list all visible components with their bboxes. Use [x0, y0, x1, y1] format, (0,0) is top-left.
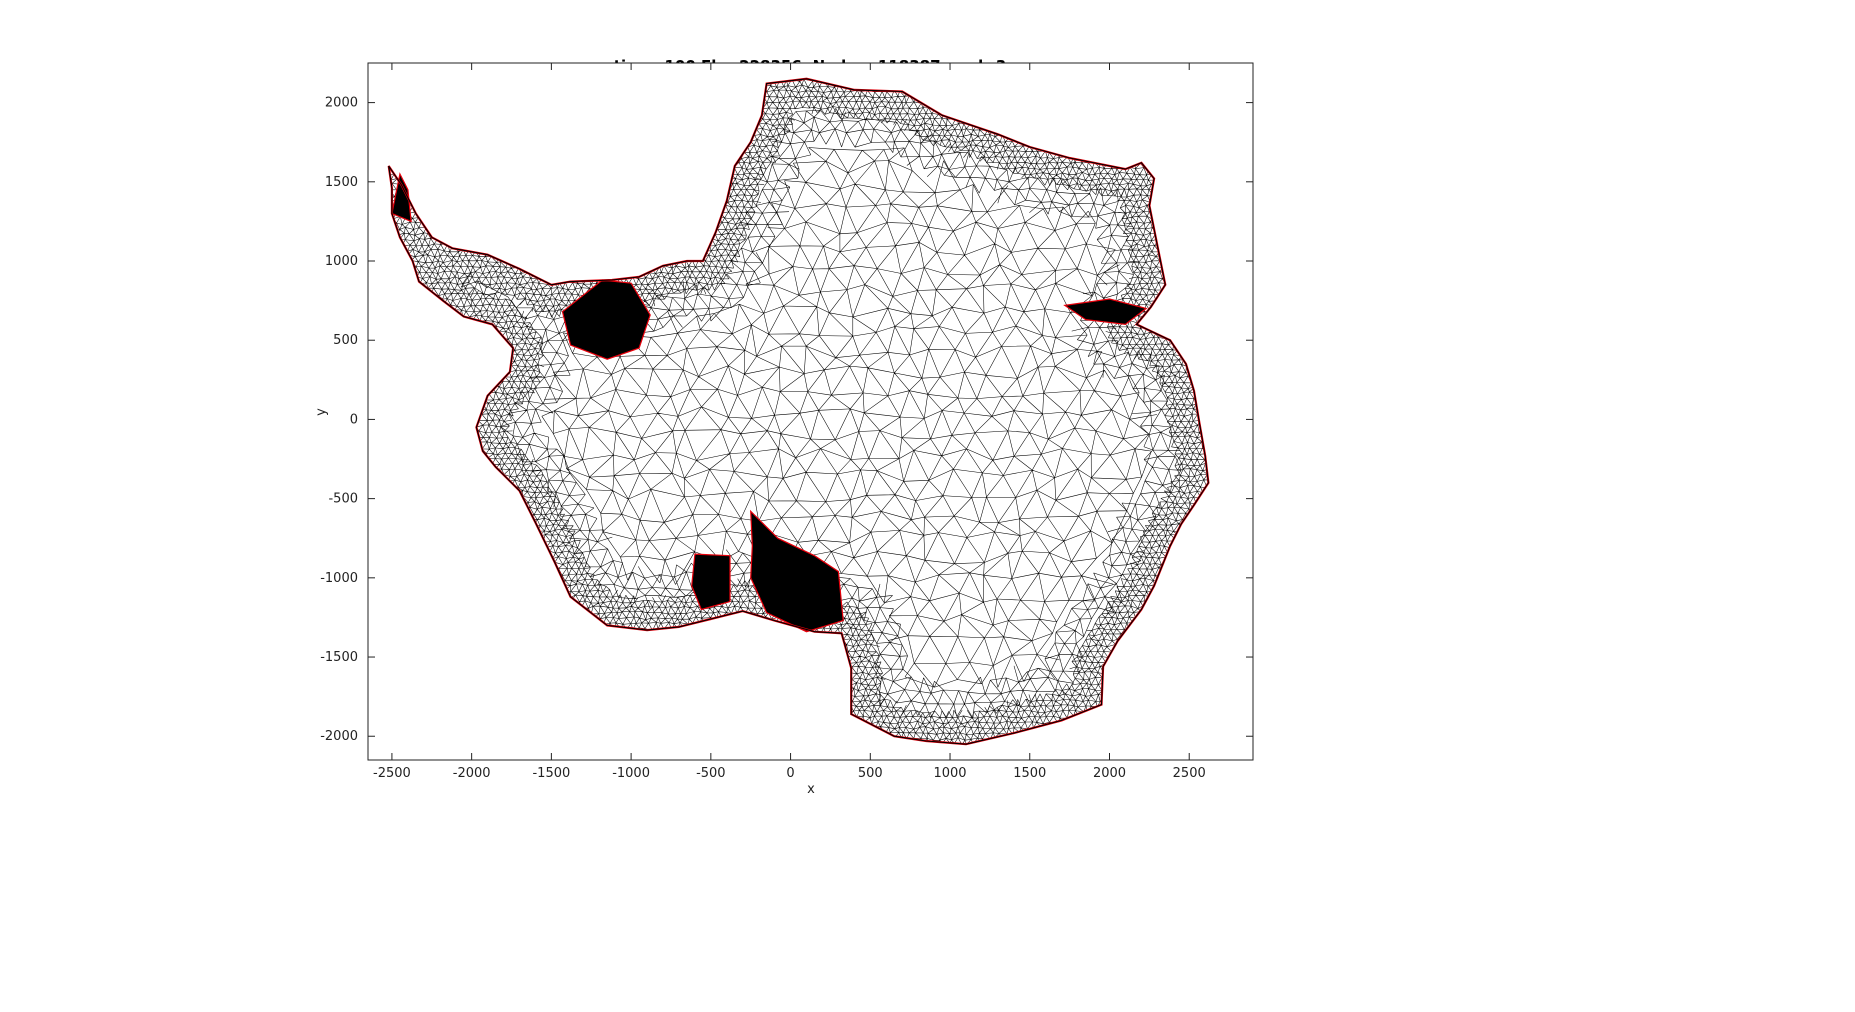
x-tick-label: 0 [786, 766, 794, 781]
y-tick-label: -1000 [320, 571, 358, 586]
x-tick-label: -2500 [373, 766, 411, 781]
y-tick-label: 500 [333, 333, 358, 348]
x-tick-label: 1500 [1013, 766, 1046, 781]
y-tick-label: 0 [350, 412, 358, 427]
y-tick-label: -2000 [320, 729, 358, 744]
x-tick-label: -1500 [532, 766, 570, 781]
x-axis-label: x [807, 782, 815, 797]
x-tick-label: 2000 [1093, 766, 1126, 781]
y-tick-label: 2000 [325, 96, 358, 111]
y-tick-label: -1500 [320, 650, 358, 665]
y-tick-label: -500 [328, 492, 358, 507]
coastline [388, 78, 1209, 745]
dense-region [750, 509, 844, 633]
x-tick-label: -2000 [453, 766, 491, 781]
axis-ticks: -2500 -2000 -1500 -1000 -500 0 500 1000 1500 2000… [320, 63, 1253, 781]
dense-shelf-regions [391, 172, 1148, 633]
x-tick-label: -500 [696, 766, 726, 781]
mesh-edges [541, 147, 1158, 688]
x-tick-label: 1000 [933, 766, 966, 781]
dense-region [691, 553, 731, 611]
y-tick-label: 1000 [325, 254, 358, 269]
x-tick-label: -1000 [612, 766, 650, 781]
dense-region [1063, 298, 1148, 326]
plot-frame [367, 62, 1254, 761]
x-tick-label: 2500 [1173, 766, 1206, 781]
dense-region [391, 172, 412, 223]
y-axis-label: y [314, 408, 329, 416]
y-tick-label: 1500 [325, 175, 358, 190]
x-tick-label: 500 [858, 766, 883, 781]
